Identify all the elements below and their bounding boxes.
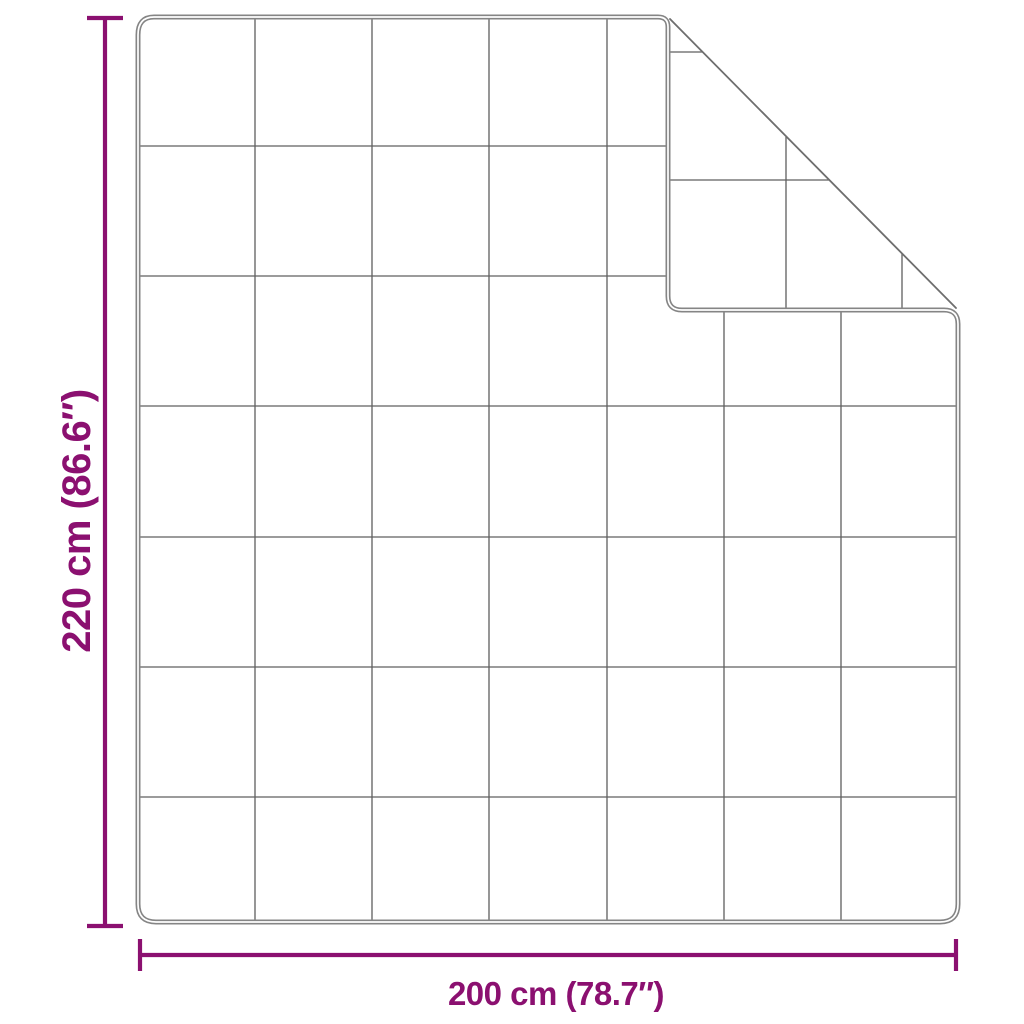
- blanket-illustration: [135, 14, 961, 925]
- width-dimension-label: 200 cm (78.7″): [448, 975, 664, 1012]
- blanket-outline-seam: [137, 16, 959, 923]
- width-dimension: 200 cm (78.7″): [137, 939, 959, 1012]
- blanket-outline: [135, 14, 961, 925]
- fold-flap-grid: [669, 51, 903, 309]
- height-dimension-label: 220 cm (86.6″): [55, 389, 99, 652]
- fold-crease-line: [669, 18, 957, 309]
- height-dimension: 220 cm (86.6″): [55, 15, 123, 929]
- quilt-grid: [139, 18, 957, 921]
